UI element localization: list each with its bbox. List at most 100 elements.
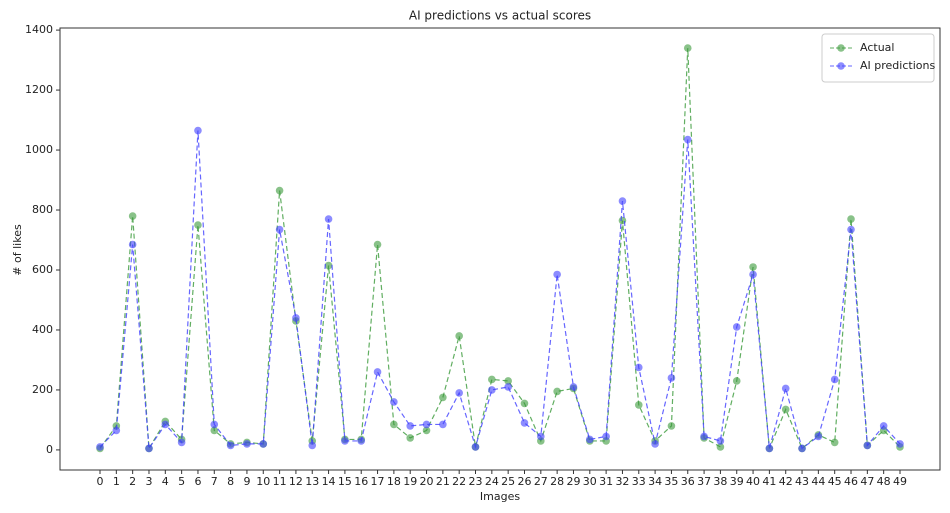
point — [700, 432, 708, 441]
point — [488, 375, 496, 384]
point — [732, 377, 741, 385]
x-tick-label: 37 — [697, 475, 711, 488]
point — [879, 422, 888, 430]
chart-title: AI predictions vs actual scores — [409, 9, 591, 23]
x-tick-label: 30 — [583, 475, 597, 488]
point — [830, 438, 839, 447]
x-tick-label: 34 — [648, 475, 662, 488]
x-tick-label: 25 — [501, 475, 515, 488]
point — [798, 444, 806, 453]
x-tick-label: 23 — [469, 475, 483, 488]
x-tick-label: 24 — [485, 475, 499, 488]
point — [651, 440, 659, 448]
x-tick-label: 6 — [194, 475, 201, 488]
point — [537, 432, 545, 441]
y-axis-label: # of likes — [11, 224, 24, 276]
x-tick-label: 29 — [566, 475, 580, 488]
point — [275, 186, 284, 195]
point — [341, 437, 349, 445]
point — [128, 212, 137, 220]
series-line — [99, 48, 901, 451]
x-tick-label: 14 — [322, 475, 336, 488]
point — [683, 44, 692, 52]
x-tick-label: 8 — [227, 475, 234, 488]
x-tick-label: 35 — [664, 475, 678, 488]
x-tick-label: 31 — [599, 475, 613, 488]
x-tick-label: 43 — [795, 475, 809, 488]
point — [667, 374, 676, 382]
y-tick-label: 600 — [32, 263, 53, 276]
point — [128, 240, 137, 249]
point — [324, 215, 333, 223]
x-tick-label: 16 — [354, 475, 368, 488]
x-tick-label: 27 — [534, 475, 548, 488]
point — [194, 221, 202, 229]
point — [406, 422, 415, 430]
point — [504, 377, 512, 385]
point — [390, 420, 398, 429]
series-line — [99, 130, 901, 451]
point — [520, 399, 529, 408]
y-tick-label: 1200 — [25, 83, 53, 96]
point — [422, 426, 431, 435]
x-tick-label: 19 — [403, 475, 417, 488]
point — [814, 432, 823, 441]
point — [390, 398, 398, 406]
y-tick-label: 1400 — [25, 23, 53, 36]
point — [749, 270, 757, 279]
point — [504, 383, 512, 391]
x-tick-label: 32 — [615, 475, 629, 488]
x-tick-label: 39 — [730, 475, 744, 488]
point — [781, 384, 790, 393]
x-tick-label: 46 — [844, 475, 858, 488]
x-tick-label: 17 — [371, 475, 385, 488]
point — [716, 437, 725, 445]
point — [716, 443, 725, 451]
x-tick-label: 10 — [256, 475, 270, 488]
y-tick-label: 0 — [46, 443, 53, 456]
x-tick-label: 5 — [178, 475, 185, 488]
point — [520, 419, 529, 427]
x-tick-label: 2 — [129, 475, 136, 488]
x-tick-label: 20 — [420, 475, 434, 488]
legend-label: Actual — [860, 41, 894, 54]
point — [177, 438, 186, 447]
point — [667, 422, 676, 430]
x-tick-label: 42 — [779, 475, 793, 488]
x-tick-label: 28 — [550, 475, 564, 488]
point — [585, 435, 594, 444]
y-tick-label: 400 — [32, 323, 53, 336]
x-tick-label: 41 — [762, 475, 776, 488]
x-tick-label: 38 — [713, 475, 727, 488]
x-tick-label: 7 — [211, 475, 218, 488]
point — [422, 420, 431, 429]
point — [161, 420, 170, 429]
point — [373, 368, 382, 376]
x-tick-label: 9 — [243, 475, 250, 488]
x-tick-label: 33 — [632, 475, 646, 488]
point — [145, 444, 153, 453]
point — [732, 323, 741, 331]
point — [553, 270, 561, 279]
x-tick-label: 4 — [162, 475, 169, 488]
point — [471, 443, 480, 451]
x-tick-label: 44 — [811, 475, 825, 488]
x-tick-label: 11 — [273, 475, 287, 488]
point — [847, 225, 855, 234]
y-tick-label: 200 — [32, 383, 53, 396]
x-tick-label: 47 — [860, 475, 874, 488]
x-tick-label: 21 — [436, 475, 450, 488]
point — [749, 263, 757, 271]
point — [455, 332, 463, 340]
x-tick-label: 45 — [828, 475, 842, 488]
x-tick-label: 15 — [338, 475, 352, 488]
x-tick-label: 18 — [387, 475, 401, 488]
point — [830, 375, 839, 384]
x-tick-label: 0 — [97, 475, 104, 488]
point — [243, 440, 251, 448]
point — [275, 225, 284, 234]
point — [847, 215, 855, 223]
x-tick-label: 26 — [517, 475, 531, 488]
x-tick-label: 49 — [893, 475, 907, 488]
point — [439, 393, 447, 402]
